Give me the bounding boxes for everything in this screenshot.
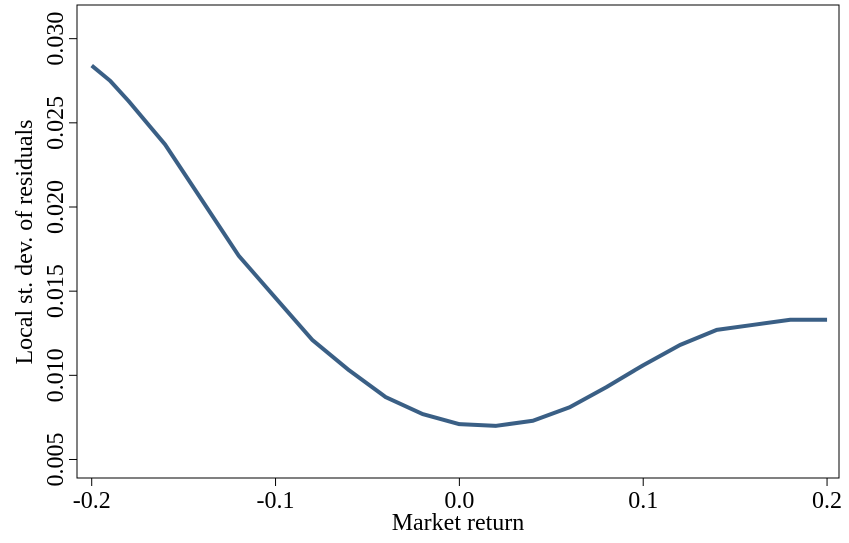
- x-tick-label: -0.2: [73, 488, 111, 514]
- x-tick-label: 0.1: [628, 488, 658, 514]
- y-tick-label: 0.020: [43, 180, 69, 234]
- y-tick-label: 0.010: [43, 348, 69, 402]
- line: [90, 64, 828, 428]
- x-tick-label: 0.2: [812, 488, 842, 514]
- y-tick-label: 0.015: [43, 264, 69, 318]
- y-tick-label: 0.025: [43, 96, 69, 150]
- x-tick-label: 0.0: [444, 488, 474, 514]
- y-tick-label: 0.030: [43, 12, 69, 66]
- plot-frame: [76, 4, 840, 479]
- x-tick-label: -0.1: [257, 488, 295, 514]
- y-axis-title: Local st. dev. of residuals: [12, 119, 38, 364]
- y-tick-label: 0.005: [43, 432, 69, 486]
- x-axis-title: Market return: [392, 510, 525, 536]
